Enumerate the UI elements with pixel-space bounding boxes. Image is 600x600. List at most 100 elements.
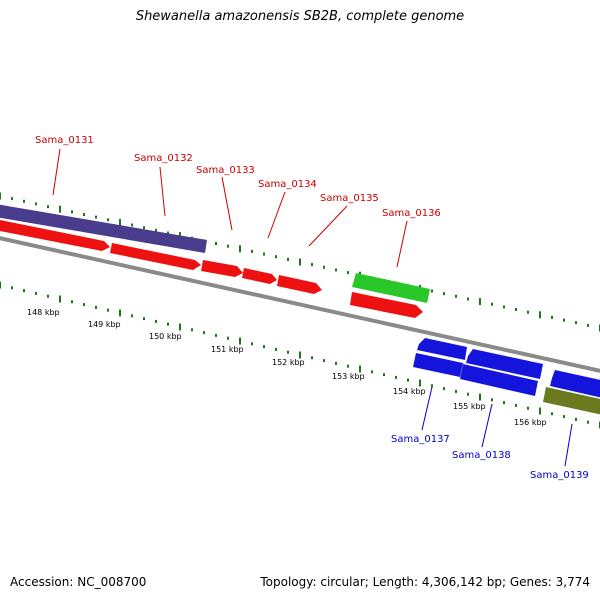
minor-tick [11, 286, 13, 290]
scale-label: 153 kbp [332, 372, 365, 381]
major-tick [479, 393, 481, 401]
minor-tick [455, 389, 457, 393]
leader-line [481, 403, 493, 448]
genome-backbone [0, 236, 600, 373]
minor-tick [275, 255, 277, 259]
gene-label[interactable]: Sama_0133 [196, 165, 255, 176]
minor-tick [143, 226, 145, 230]
minor-tick [503, 401, 505, 405]
minor-tick [47, 205, 49, 209]
minor-tick [515, 308, 517, 311]
minor-tick [23, 199, 25, 203]
major-tick [299, 351, 301, 359]
gene-block[interactable] [413, 353, 463, 377]
minor-tick [311, 263, 313, 267]
minor-tick [71, 210, 73, 214]
gene-arrow[interactable] [417, 338, 467, 360]
minor-tick [143, 317, 145, 321]
minor-tick [155, 319, 157, 323]
minor-tick [71, 300, 73, 304]
gene-label[interactable]: Sama_0132 [134, 153, 193, 164]
scale-label: 151 kbp [211, 345, 244, 354]
gene-arrow[interactable] [0, 218, 110, 251]
minor-tick [323, 265, 325, 269]
gene-block[interactable] [460, 364, 538, 396]
leader-line [267, 191, 286, 239]
minor-tick [83, 213, 85, 216]
minor-tick [35, 202, 37, 206]
minor-tick [503, 305, 505, 309]
gene-label[interactable]: Sama_0135 [320, 193, 379, 204]
minor-tick [395, 375, 397, 379]
gene-label[interactable]: Sama_0134 [258, 179, 317, 190]
minor-tick [467, 392, 469, 396]
leader-line [396, 220, 408, 268]
minor-tick [431, 289, 433, 293]
gene-arrow[interactable] [242, 268, 277, 284]
minor-tick [575, 321, 577, 325]
minor-tick [491, 302, 493, 306]
major-tick [239, 245, 241, 253]
minor-tick [23, 289, 25, 293]
major-tick [359, 365, 361, 373]
minor-tick [383, 373, 385, 377]
minor-tick [287, 350, 289, 354]
major-tick [479, 298, 481, 306]
scale-label: 148 kbp [27, 308, 60, 317]
major-tick [0, 192, 1, 200]
minor-tick [131, 223, 133, 227]
gene-block-olive[interactable] [543, 387, 600, 415]
gene-block-green[interactable] [352, 273, 430, 303]
minor-tick [563, 415, 565, 419]
gene-arrow[interactable] [550, 370, 600, 398]
minor-tick [323, 359, 325, 363]
minor-tick [167, 322, 169, 326]
gene-arrow[interactable] [110, 243, 201, 270]
minor-tick [527, 310, 529, 314]
gene-label[interactable]: Sama_0131 [35, 135, 94, 146]
gene-arrow[interactable] [201, 260, 243, 277]
scale-label: 156 kbp [514, 418, 547, 427]
leader-line [52, 148, 61, 196]
minor-tick [107, 218, 109, 222]
leader-line [421, 386, 433, 431]
gene-arrow[interactable] [350, 292, 423, 318]
minor-tick [95, 305, 97, 309]
minor-tick [251, 249, 253, 253]
minor-tick [443, 387, 445, 391]
outer-tick-track [0, 192, 600, 332]
minor-tick [551, 412, 553, 416]
major-tick [539, 311, 541, 319]
leader-line [564, 423, 573, 467]
major-tick [419, 379, 421, 387]
minor-tick [491, 398, 493, 402]
gene-arrow[interactable] [277, 275, 322, 294]
major-tick [179, 323, 181, 331]
minor-tick [515, 403, 517, 407]
major-tick [119, 309, 121, 317]
inner-tick-track [0, 281, 600, 429]
minor-tick [575, 417, 577, 421]
minor-tick [335, 361, 337, 365]
major-tick [239, 337, 241, 345]
minor-tick [131, 314, 133, 318]
genome-title: Shewanella amazonensis SB2B, complete ge… [135, 9, 465, 24]
minor-tick [155, 228, 157, 232]
gene-label[interactable]: Sama_0138 [452, 450, 511, 461]
operon-bar-purple[interactable] [0, 203, 207, 253]
scale-label: 150 kbp [149, 332, 182, 341]
scale-label: 154 kbp [393, 387, 426, 396]
minor-tick [371, 370, 373, 374]
gene-label[interactable]: Sama_0137 [391, 434, 450, 445]
gene-arrow[interactable] [466, 349, 543, 379]
minor-tick [587, 420, 589, 424]
minor-tick [227, 244, 229, 248]
minor-tick [191, 328, 193, 332]
gene-label[interactable]: Sama_0139 [530, 470, 589, 481]
gene-label[interactable]: Sama_0136 [382, 208, 441, 219]
major-tick [59, 205, 61, 213]
summary-text: Topology: circular; Length: 4,306,142 bp… [260, 575, 590, 589]
major-tick [59, 295, 61, 303]
scale-label: 149 kbp [88, 320, 121, 329]
